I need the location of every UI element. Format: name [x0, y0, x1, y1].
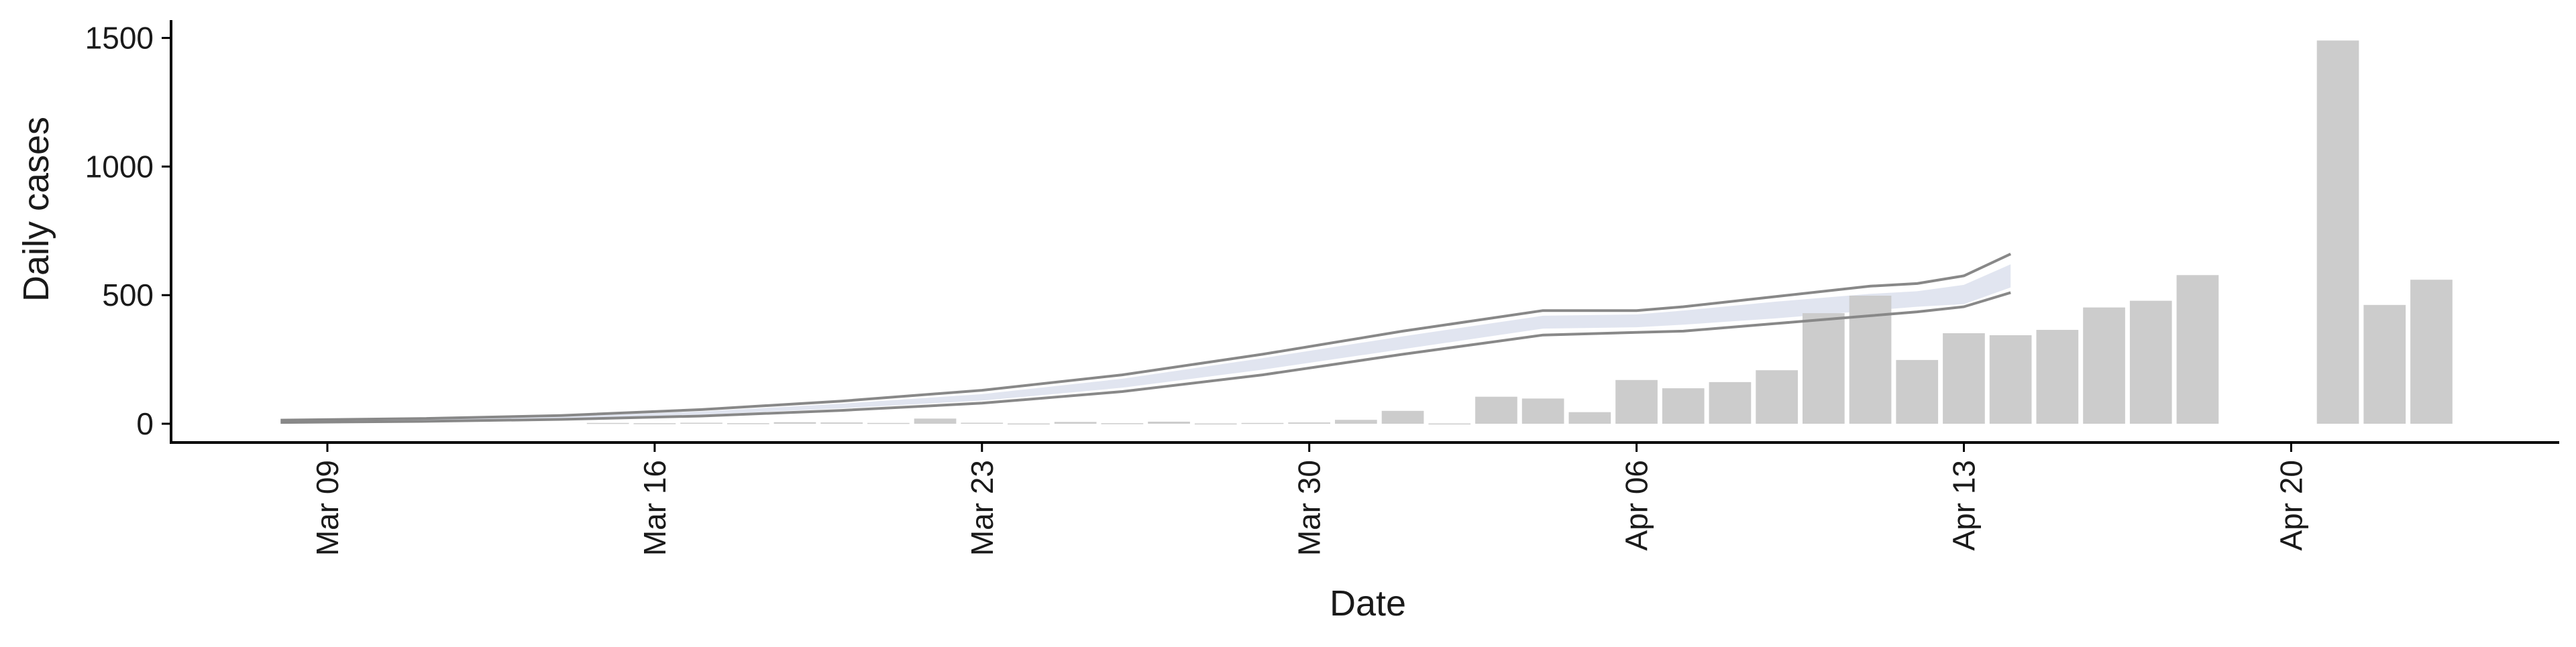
bar-2020-04-03 — [1475, 396, 1517, 424]
bar-2020-04-12 — [1896, 359, 1939, 424]
bar-2020-04-05 — [1568, 412, 1611, 424]
bar-2020-04-01 — [1381, 410, 1424, 424]
bar-2020-04-09 — [1756, 370, 1798, 424]
bar-2020-04-06 — [1615, 379, 1658, 424]
bar-2020-03-28 — [1194, 423, 1237, 425]
credible-band — [280, 264, 2011, 422]
bar-2020-04-17 — [2129, 300, 2172, 424]
line-layer — [280, 252, 2012, 424]
bar-2020-03-30 — [1288, 422, 1330, 424]
bar-2020-04-08 — [1709, 381, 1752, 424]
y-axis-title: Daily cases — [16, 117, 56, 302]
bar-2020-03-20 — [820, 422, 863, 424]
bar-2020-03-26 — [1101, 423, 1144, 424]
bar-2020-03-27 — [1148, 421, 1190, 424]
bar-2020-04-15 — [2036, 330, 2079, 424]
series-line-2 — [280, 291, 2011, 424]
bar-2020-04-07 — [1662, 388, 1705, 424]
bar-2020-03-18 — [727, 423, 769, 424]
y-tick-label-1500: 1500 — [85, 21, 154, 56]
x-tick-label-2020-04-20: Apr 20 — [2273, 460, 2308, 551]
x-tick-label-2020-03-09: Mar 09 — [310, 460, 345, 556]
bar-2020-03-24 — [1008, 423, 1050, 425]
bar-2020-03-22 — [914, 418, 957, 424]
x-tick-label-2020-03-23: Mar 23 — [965, 460, 1000, 556]
bar-2020-04-21 — [2316, 40, 2359, 424]
bar-layer — [586, 40, 2453, 425]
bar-2020-04-10 — [1803, 313, 1845, 424]
band-layer — [280, 264, 2011, 422]
bar-2020-04-18 — [2176, 275, 2219, 424]
bar-2020-04-13 — [1943, 333, 1985, 424]
bar-2020-03-23 — [961, 422, 1004, 424]
x-tick-label-2020-03-30: Mar 30 — [1292, 460, 1327, 556]
bar-2020-03-29 — [1241, 422, 1284, 424]
bar-2020-03-25 — [1054, 422, 1097, 424]
x-tick-label-2020-03-16: Mar 16 — [637, 460, 672, 556]
y-tick-label-1000: 1000 — [85, 149, 154, 184]
bar-2020-04-14 — [1989, 335, 2032, 424]
x-tick-label-2020-04-06: Apr 06 — [1619, 460, 1654, 551]
bar-2020-03-31 — [1335, 420, 1377, 424]
bar-2020-03-19 — [773, 422, 816, 424]
y-tick-label-0: 0 — [136, 406, 154, 441]
bar-2020-03-16 — [633, 423, 676, 424]
bar-2020-03-21 — [867, 422, 910, 424]
bar-2020-04-02 — [1428, 423, 1471, 425]
y-tick-label-500: 500 — [102, 278, 154, 312]
bar-2020-04-22 — [2363, 304, 2406, 424]
series-line-3 — [280, 252, 2012, 422]
bar-2020-04-16 — [2083, 307, 2125, 424]
x-tick-label-2020-04-13: Apr 13 — [1947, 460, 1982, 551]
axis-layer: 0 500 1000 1500 Mar 09 Mar 16 Mar 23 Mar 30 Apr … — [85, 20, 2559, 556]
bar-2020-04-04 — [1521, 398, 1564, 424]
x-axis-title: Date — [1330, 583, 1406, 624]
bar-2020-03-15 — [586, 422, 629, 424]
bar-2020-03-17 — [680, 422, 722, 424]
bar-2020-04-23 — [2410, 280, 2453, 424]
